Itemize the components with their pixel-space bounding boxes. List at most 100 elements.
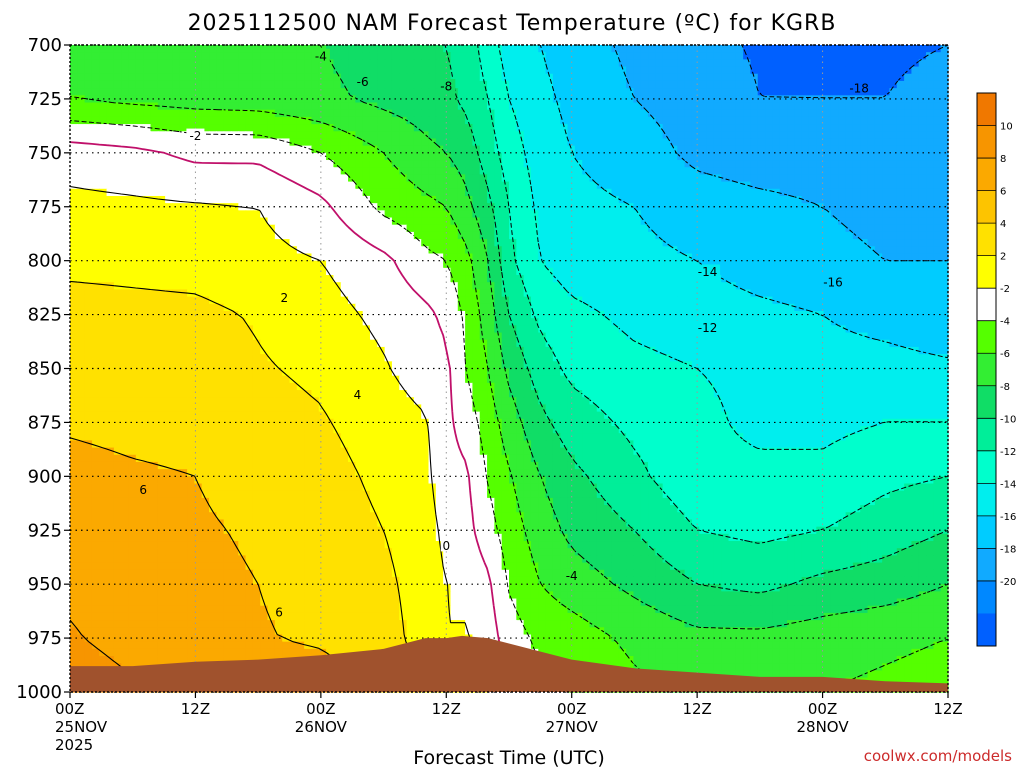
temperature-cell [933,145,942,154]
temperature-cell [113,145,122,154]
temperature-cell [465,152,474,161]
temperature-cell [443,109,452,118]
temperature-cell [750,131,759,140]
temperature-cell [311,102,320,111]
temperature-cell [560,59,569,68]
temperature-cell [230,289,239,298]
temperature-cell [267,239,276,247]
temperature-cell [794,88,803,96]
temperature-cell [304,160,313,168]
temperature-cell [187,282,195,291]
temperature-cell [391,88,400,96]
temperature-cell [516,332,525,341]
temperature-cell [618,282,627,291]
temperature-cell [721,224,730,233]
temperature-cell [113,318,122,326]
temperature-cell [830,195,839,204]
temperature-cell [479,45,488,53]
temperature-cell [157,224,166,233]
temperature-cell [121,332,130,341]
temperature-cell [187,102,195,111]
temperature-cell [77,181,86,190]
temperature-cell [589,253,598,262]
temperature-cell [274,131,283,140]
temperature-cell [618,267,627,276]
temperature-cell [911,80,920,89]
temperature-cell [545,188,554,197]
temperature-cell [501,275,510,283]
temperature-cell [882,138,891,147]
temperature-cell [70,203,78,211]
temperature-cell [852,318,861,326]
temperature-cell [706,102,715,111]
temperature-cell [91,203,100,211]
temperature-cell [369,296,378,305]
temperature-cell [926,310,934,319]
temperature-cell [201,289,210,298]
temperature-cell [260,188,269,197]
temperature-cell [874,174,883,183]
temperature-cell [289,339,298,348]
temperature-cell [860,181,869,190]
temperature-cell [633,174,642,183]
temperature-cell [238,152,247,161]
temperature-cell [596,109,605,118]
temperature-cell [684,181,693,190]
temperature-cell [252,102,261,111]
temperature-cell [684,260,693,269]
temperature-cell [728,296,737,305]
temperature-cell [201,260,210,269]
temperature-cell [509,167,517,175]
temperature-cell [435,181,444,190]
temperature-cell [443,253,452,262]
temperature-cell [274,239,283,247]
temperature-cell [845,224,854,233]
temperature-cell [157,267,166,276]
temperature-cell [706,181,715,190]
temperature-cell [428,339,437,348]
temperature-cell [150,246,159,255]
temperature-cell [611,109,620,118]
temperature-cell [304,231,313,240]
temperature-cell [348,80,356,89]
temperature-cell [684,217,693,226]
temperature-cell [940,325,949,334]
temperature-cell [121,246,130,255]
temperature-cell [574,73,583,82]
temperature-cell [377,275,386,283]
temperature-cell [779,52,788,60]
temperature-cell [135,138,144,147]
temperature-cell [626,45,634,53]
temperature-cell [340,116,349,125]
temperature-cell [757,152,766,161]
temperature-cell [311,160,320,168]
temperature-cell [691,66,700,75]
temperature-cell [274,253,283,262]
temperature-cell [274,66,283,75]
temperature-cell [135,195,144,204]
temperature-cell [340,282,349,291]
temperature-cell [845,318,854,326]
temperature-cell [779,181,788,190]
temperature-cell [669,52,678,60]
temperature-cell [596,332,605,341]
temperature-cell [135,95,144,104]
temperature-cell [384,253,393,262]
temperature-cell [765,124,773,132]
temperature-cell [801,66,810,75]
temperature-cell [889,45,898,53]
temperature-cell [304,116,313,125]
temperature-cell [304,267,313,276]
temperature-cell [743,45,752,53]
temperature-cell [435,267,444,276]
temperature-cell [209,124,217,132]
temperature-cell [538,59,547,68]
temperature-cell [845,246,854,255]
temperature-cell [640,152,649,161]
temperature-cell [867,246,876,255]
temperature-cell [194,231,203,240]
temperature-cell [662,275,671,283]
temperature-cell [838,289,847,298]
temperature-cell [626,339,634,348]
temperature-cell [845,210,854,219]
